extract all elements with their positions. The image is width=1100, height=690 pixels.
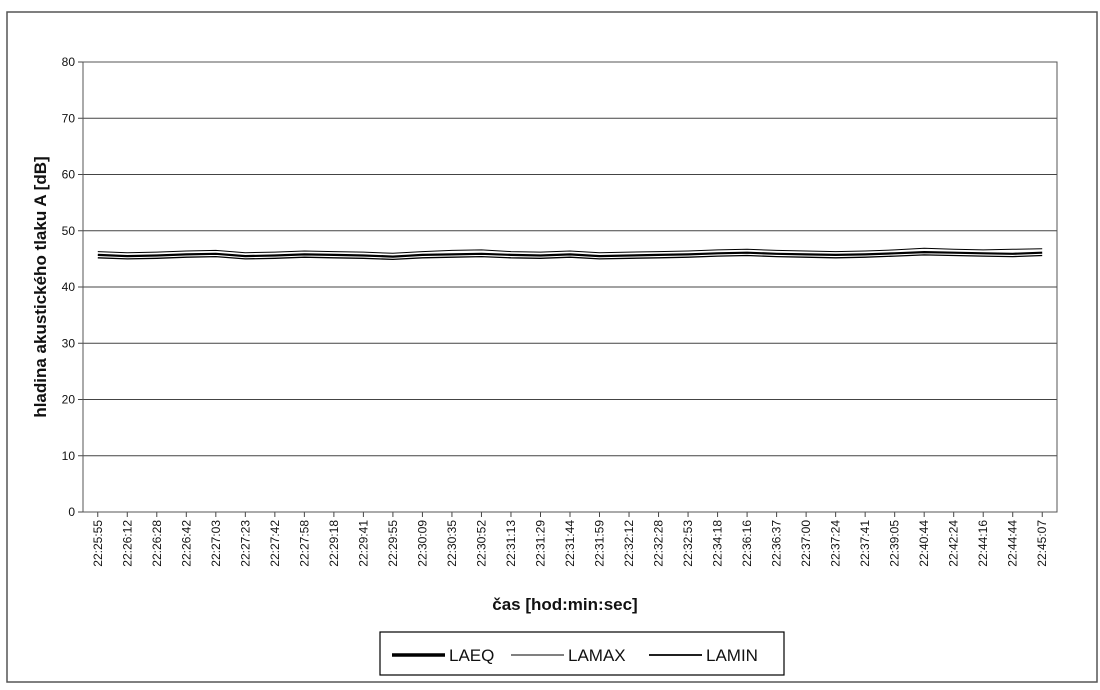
y-tick-label: 10	[62, 449, 76, 463]
legend-box	[379, 631, 785, 676]
x-tick-label: 22:42:24	[947, 520, 961, 567]
x-tick-label: 22:30:35	[445, 520, 459, 567]
x-tick-label: 22:39:05	[888, 520, 902, 567]
y-tick-label: 50	[62, 224, 76, 238]
y-tick-label: 20	[62, 393, 76, 407]
series-line-lamax	[97, 247, 1043, 254]
x-tick-label: 22:29:41	[356, 520, 370, 567]
chart-border	[6, 11, 1098, 683]
x-tick-label: 22:40:44	[917, 520, 931, 567]
x-tick-label: 22:30:09	[415, 520, 429, 567]
x-tick-label: 22:34:18	[711, 520, 725, 567]
grid-lines	[78, 61, 1057, 517]
plot-area	[82, 61, 1058, 513]
x-tick-label: 22:26:42	[179, 520, 193, 567]
x-tick-label: 22:29:18	[327, 520, 341, 567]
legend: LAEQ LAMAX LAMIN	[379, 631, 785, 676]
x-tick-label: 22:36:37	[770, 520, 784, 567]
y-axis-title: hladina akustického tlaku A [dB]	[31, 156, 50, 417]
x-tick-label: 22:32:53	[681, 520, 695, 567]
y-tick-label: 80	[62, 55, 76, 69]
series-lines	[97, 247, 1043, 261]
y-tick-label: 60	[62, 168, 76, 182]
x-tick-label: 22:29:55	[386, 520, 400, 567]
legend-label-laeq: LAEQ	[449, 646, 494, 665]
legend-label-lamin: LAMIN	[706, 646, 758, 665]
x-tick-label: 22:27:23	[238, 520, 252, 567]
x-tick-label: 22:37:41	[858, 520, 872, 567]
x-tick-label: 22:44:44	[1006, 520, 1020, 567]
x-tick-label: 22:31:44	[563, 520, 577, 567]
x-tick-label: 22:26:28	[150, 520, 164, 567]
y-tick-label: 40	[62, 280, 76, 294]
x-tick-label: 22:27:03	[209, 520, 223, 567]
x-tick-labels: 22:25:55 22:26:12 22:26:28 22:26:42 22:27:03…	[91, 520, 1049, 567]
x-tick-label: 22:37:00	[799, 520, 813, 567]
y-tick-label: 70	[62, 111, 76, 125]
x-tick-label: 22:27:58	[297, 520, 311, 567]
x-tick-label: 22:31:29	[533, 520, 547, 567]
series-line-lamin	[97, 254, 1043, 261]
y-tick-labels: 0 10 20 30 40 50 60 70 80	[62, 55, 76, 519]
x-tick-label: 22:26:12	[120, 520, 134, 567]
x-tick-label: 22:25:55	[91, 520, 105, 567]
x-tick-label: 22:37:24	[829, 520, 843, 567]
x-tick-label: 22:36:16	[740, 520, 754, 567]
x-tick-label: 22:32:12	[622, 520, 636, 567]
y-tick-label: 0	[68, 505, 75, 519]
x-tick-label: 22:45:07	[1035, 520, 1049, 567]
x-axis-title: čas [hod:min:sec]	[492, 595, 637, 614]
legend-label-lamax: LAMAX	[568, 646, 626, 665]
x-tick-label: 22:31:13	[504, 520, 518, 567]
x-tick-label: 22:32:28	[652, 520, 666, 567]
x-tick-label: 22:30:52	[474, 520, 488, 567]
x-tick-label: 22:27:42	[268, 520, 282, 567]
x-tick-label: 22:31:59	[593, 520, 607, 567]
y-tick-label: 30	[62, 336, 76, 350]
series-line-laeq	[97, 251, 1043, 258]
x-tick-label: 22:44:16	[976, 520, 990, 567]
